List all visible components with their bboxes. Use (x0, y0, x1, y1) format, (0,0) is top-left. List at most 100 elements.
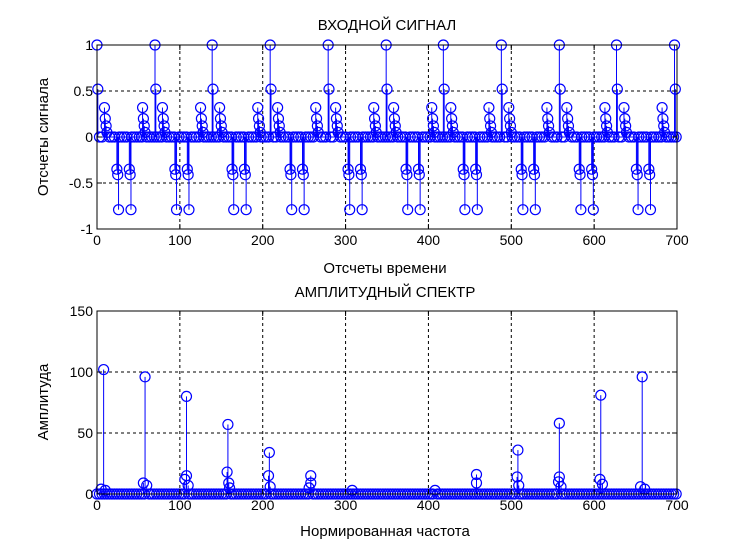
stem-marker (620, 120, 632, 132)
stem-marker (484, 120, 497, 132)
stem-marker (92, 83, 104, 95)
stem-marker (100, 120, 112, 132)
stem-marker (483, 101, 495, 114)
stem-marker (197, 126, 209, 138)
stem-marker (446, 120, 459, 132)
stem-marker (181, 163, 193, 175)
stem-marker (159, 126, 171, 138)
stem-marker (310, 112, 323, 125)
stem-marker (388, 101, 400, 114)
stem-zero-marker (262, 131, 275, 143)
x-axis-label: Отсчеты времени (323, 260, 446, 277)
stem-marker (447, 126, 459, 138)
stem-marker (459, 204, 471, 216)
stem-marker (554, 83, 566, 95)
stem-marker (228, 204, 240, 216)
stem-marker (139, 371, 151, 383)
stem-marker (644, 204, 657, 216)
stem-marker (297, 169, 309, 181)
stem-marker (136, 101, 149, 114)
stem-marker (595, 389, 607, 401)
stem-marker (222, 418, 234, 431)
stem-marker (215, 120, 227, 132)
chart-title: ВХОДНОЙ СИГНАЛ (318, 16, 457, 34)
stem-marker (517, 204, 529, 216)
x-tick-label: 100 (168, 497, 192, 513)
stem-marker (263, 446, 275, 459)
stem-marker (264, 481, 276, 493)
stem-marker (575, 204, 587, 216)
grid (97, 311, 677, 494)
x-tick-label: 600 (582, 232, 606, 248)
stem-marker (620, 126, 633, 138)
stem-marker (503, 101, 515, 114)
stem-marker (286, 204, 298, 216)
stem-marker (207, 83, 219, 95)
stem-marker (426, 101, 438, 114)
stem-marker (150, 83, 162, 95)
y-tick-label: 150 (70, 303, 94, 319)
chart-title: АМПЛИТУДНЫЙ СПЕКТР (295, 283, 476, 301)
y-tick-label: 0.5 (74, 83, 94, 99)
stem-marker (600, 112, 612, 125)
y-tick-label: -0.5 (69, 175, 93, 191)
stem-marker (438, 83, 450, 95)
stem-marker (412, 163, 425, 175)
stem-marker (630, 163, 643, 175)
stem-marker (272, 101, 284, 114)
stem-marker (529, 204, 541, 216)
stem-marker (513, 479, 525, 492)
x-tick-label: 500 (500, 232, 524, 248)
stem-marker (252, 101, 264, 114)
stem-marker (656, 101, 668, 114)
stem-marker (196, 120, 208, 132)
stem-marker (528, 169, 541, 181)
axes-frame (96, 310, 678, 495)
stem-marker (515, 163, 527, 175)
stem-marker (389, 120, 401, 132)
stem-marker (101, 126, 113, 138)
stem-marker (428, 126, 440, 138)
stem-marker (574, 169, 586, 181)
stem-marker (137, 477, 149, 489)
stem-zero-marker (670, 131, 682, 143)
stem-marker (553, 417, 565, 429)
x-axis-label: Нормированная частота (300, 523, 470, 540)
x-tick-label: 0 (93, 232, 101, 248)
stem-marker (516, 169, 528, 181)
stem-marker (586, 169, 599, 181)
stem-marker (111, 163, 123, 175)
stem-marker (214, 112, 227, 125)
stem-marker (342, 163, 354, 175)
stem-marker (631, 169, 643, 181)
stem-marker (238, 163, 251, 175)
stem-marker (562, 120, 575, 132)
stem-marker (658, 120, 670, 132)
stem-marker (221, 466, 233, 478)
stem-marker (323, 83, 335, 95)
stem-marker (618, 101, 630, 114)
ticks: 0 100 200 300 400 500 600 700 -1 -0.5 0 0.5 1 (69, 37, 689, 248)
stem-marker (471, 204, 483, 216)
stem-marker (505, 126, 517, 138)
ticks: 0 100 200 300 400 500 600 700 0 50 100 150 (70, 303, 689, 513)
stem-marker (223, 482, 236, 494)
stem-marker (112, 169, 124, 181)
stem-marker (239, 169, 251, 181)
stem-marker (573, 163, 585, 175)
stem-marker (542, 112, 554, 125)
stem-marker (470, 477, 483, 489)
stem-marker (331, 120, 343, 132)
stem-marker (658, 126, 671, 138)
stem-marker (563, 126, 575, 138)
stem-marker (429, 484, 441, 496)
stem-marker (284, 163, 296, 175)
stem-marker (368, 112, 381, 125)
stem-marker (445, 101, 457, 114)
stem-marker (381, 83, 393, 95)
stem-marker (344, 204, 356, 216)
stem-marker (285, 169, 297, 181)
stem-marker (254, 126, 266, 138)
stem-marker (657, 112, 669, 125)
stem-marker (369, 120, 381, 132)
